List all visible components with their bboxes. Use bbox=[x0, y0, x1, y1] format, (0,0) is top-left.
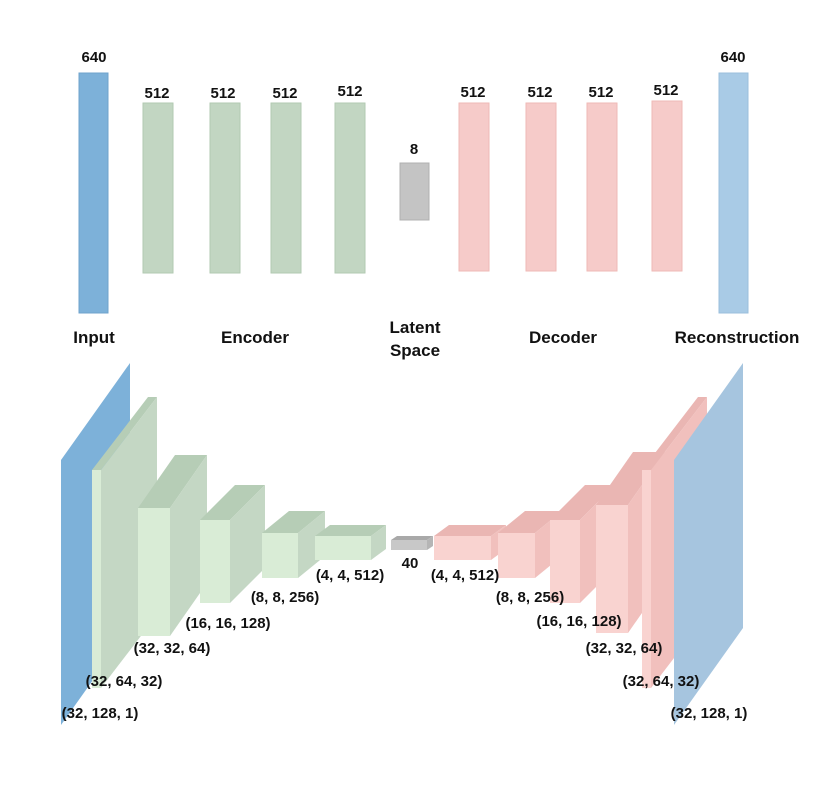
conv-encoder-block-5 bbox=[315, 525, 386, 560]
dense-output-layer bbox=[718, 72, 749, 314]
conv-output-plane bbox=[674, 363, 743, 725]
dense-encoder-size-2: 512 bbox=[210, 85, 235, 102]
dense-encoder-size-3: 512 bbox=[272, 85, 297, 102]
dense-latent-layer bbox=[399, 162, 430, 221]
dense-decoder-size-4: 512 bbox=[653, 82, 678, 99]
conv-encoder-dim-2: (32, 64, 32) bbox=[86, 673, 163, 690]
conv-encoder-block-2 bbox=[138, 455, 207, 636]
section-labels: Input Encoder Latent Space Decoder Recon… bbox=[73, 318, 799, 360]
dense-input-size: 640 bbox=[81, 49, 106, 66]
conv-encoder-dim-5: (8, 8, 256) bbox=[251, 589, 319, 606]
label-latent-line2: Space bbox=[390, 341, 440, 360]
label-latent-line1: Latent bbox=[390, 318, 441, 337]
conv-encoder-block-4 bbox=[262, 511, 325, 578]
dense-decoder-layer-3 bbox=[586, 102, 618, 272]
conv-encoder-dim-4: (16, 16, 128) bbox=[185, 615, 270, 632]
conv-decoder-dim-2: (8, 8, 256) bbox=[496, 589, 564, 606]
dense-output-size: 640 bbox=[720, 49, 745, 66]
dense-encoder-layer-1 bbox=[142, 102, 174, 274]
dense-decoder-layer-2 bbox=[525, 102, 557, 272]
conv-encoder-dim-1: (32, 128, 1) bbox=[62, 705, 139, 722]
dense-encoder-size-1: 512 bbox=[144, 85, 169, 102]
conv-decoder-block-1 bbox=[434, 525, 506, 560]
conv-latent-size: 40 bbox=[402, 555, 419, 572]
conv-decoder-dim-3: (16, 16, 128) bbox=[536, 613, 621, 630]
dense-encoder-layer-2 bbox=[209, 102, 241, 274]
conv-encoder-dim-6: (4, 4, 512) bbox=[316, 567, 384, 584]
dense-decoder-size-3: 512 bbox=[588, 84, 613, 101]
dense-decoder-layer-4 bbox=[651, 100, 683, 272]
label-reconstruction: Reconstruction bbox=[675, 328, 800, 347]
label-input: Input bbox=[73, 328, 115, 347]
conv-decoder-dim-4: (32, 32, 64) bbox=[586, 640, 663, 657]
dense-decoder-size-2: 512 bbox=[527, 84, 552, 101]
dense-encoder-layer-4 bbox=[334, 102, 366, 274]
dense-architecture: 640 512 512 512 512 8 512 512 512 512 64… bbox=[78, 49, 749, 314]
label-decoder: Decoder bbox=[529, 328, 597, 347]
dense-input-layer bbox=[78, 72, 109, 314]
dense-decoder-size-1: 512 bbox=[460, 84, 485, 101]
conv-latent-block bbox=[391, 536, 433, 550]
conv-architecture: (32, 128, 1) (32, 64, 32) (32, 32, 64) (… bbox=[61, 363, 747, 725]
dense-encoder-layer-3 bbox=[270, 102, 302, 274]
conv-decoder-dim-6: (32, 128, 1) bbox=[671, 705, 748, 722]
conv-encoder-dim-3: (32, 32, 64) bbox=[134, 640, 211, 657]
conv-decoder-dim-5: (32, 64, 32) bbox=[623, 673, 700, 690]
dense-encoder-size-4: 512 bbox=[337, 83, 362, 100]
conv-encoder-block-3 bbox=[200, 485, 265, 603]
label-encoder: Encoder bbox=[221, 328, 289, 347]
dense-latent-size: 8 bbox=[410, 141, 418, 158]
dense-decoder-layer-1 bbox=[458, 102, 490, 272]
conv-decoder-dim-1: (4, 4, 512) bbox=[431, 567, 499, 584]
